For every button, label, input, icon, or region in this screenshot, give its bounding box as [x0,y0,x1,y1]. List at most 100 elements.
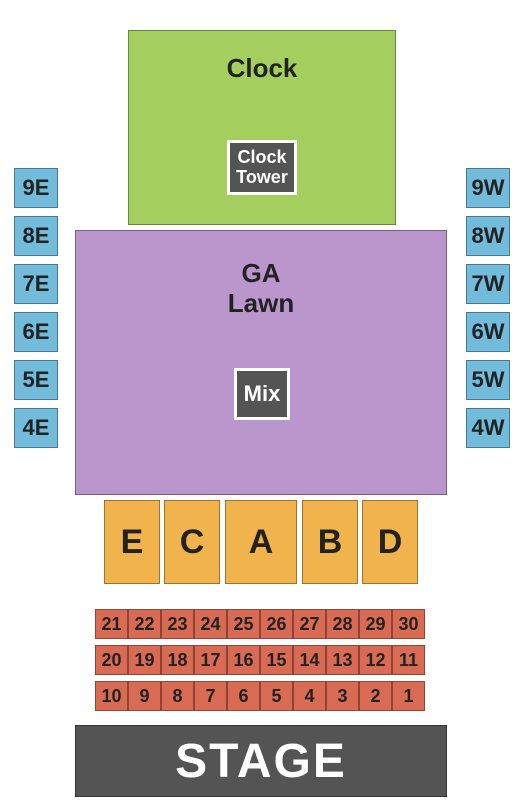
side-box-7w-label: 7W [472,271,505,297]
seat-18-label: 18 [167,650,187,671]
side-box-5w[interactable]: 5W [466,360,510,400]
side-box-5e-label: 5E [23,367,50,393]
seat-28[interactable]: 28 [326,609,359,639]
ga-lawn-label: GALawn [228,259,294,319]
seat-13-label: 13 [332,650,352,671]
seat-9-label: 9 [139,686,149,707]
seating-chart: ClockClockTowerGALawnMix9E8E7E6E5E4E9W8W… [0,0,525,810]
side-box-9w-label: 9W [472,175,505,201]
section-a[interactable]: A [225,500,297,584]
seat-27-label: 27 [299,614,319,635]
side-box-6w-label: 6W [472,319,505,345]
section-a-label: A [249,523,274,562]
side-box-9w[interactable]: 9W [466,168,510,208]
seat-19[interactable]: 19 [128,645,161,675]
side-box-6e-label: 6E [23,319,50,345]
side-box-5w-label: 5W [472,367,505,393]
seat-16[interactable]: 16 [227,645,260,675]
seat-10[interactable]: 10 [95,681,128,711]
seat-14[interactable]: 14 [293,645,326,675]
mix-booth[interactable]: Mix [234,368,290,420]
side-box-6e[interactable]: 6E [14,312,58,352]
seat-4[interactable]: 4 [293,681,326,711]
seat-17-label: 17 [200,650,220,671]
seat-20-label: 20 [101,650,121,671]
seat-20[interactable]: 20 [95,645,128,675]
seat-12[interactable]: 12 [359,645,392,675]
seat-3[interactable]: 3 [326,681,359,711]
seat-5-label: 5 [271,686,281,707]
side-box-4e-label: 4E [23,415,50,441]
seat-9[interactable]: 9 [128,681,161,711]
side-box-5e[interactable]: 5E [14,360,58,400]
seat-1[interactable]: 1 [392,681,425,711]
seat-27[interactable]: 27 [293,609,326,639]
side-box-4w[interactable]: 4W [466,408,510,448]
seat-11[interactable]: 11 [392,645,425,675]
seat-6[interactable]: 6 [227,681,260,711]
side-box-9e[interactable]: 9E [14,168,58,208]
seat-24-label: 24 [200,614,220,635]
section-e[interactable]: E [104,500,160,584]
section-e-label: E [121,523,144,562]
seat-16-label: 16 [233,650,253,671]
section-c[interactable]: C [164,500,220,584]
seat-25[interactable]: 25 [227,609,260,639]
seat-26[interactable]: 26 [260,609,293,639]
section-d-label: D [378,523,403,562]
section-d[interactable]: D [362,500,418,584]
seat-22[interactable]: 22 [128,609,161,639]
seat-21-label: 21 [101,614,121,635]
side-box-8w-label: 8W [472,223,505,249]
seat-17[interactable]: 17 [194,645,227,675]
seat-14-label: 14 [299,650,319,671]
side-box-6w[interactable]: 6W [466,312,510,352]
seat-23[interactable]: 23 [161,609,194,639]
seat-30[interactable]: 30 [392,609,425,639]
seat-15[interactable]: 15 [260,645,293,675]
seat-8-label: 8 [172,686,182,707]
side-box-4e[interactable]: 4E [14,408,58,448]
seat-12-label: 12 [365,650,385,671]
section-b[interactable]: B [302,500,358,584]
seat-5[interactable]: 5 [260,681,293,711]
seat-6-label: 6 [238,686,248,707]
clock-tower[interactable]: ClockTower [227,140,297,195]
side-box-7w[interactable]: 7W [466,264,510,304]
seat-8[interactable]: 8 [161,681,194,711]
clock-section-label: Clock [227,53,298,84]
seat-13[interactable]: 13 [326,645,359,675]
side-box-8e[interactable]: 8E [14,216,58,256]
seat-10-label: 10 [101,686,121,707]
stage-label: STAGE [175,734,347,789]
seat-21[interactable]: 21 [95,609,128,639]
side-box-7e-label: 7E [23,271,50,297]
ga-lawn[interactable]: GALawn [75,230,447,495]
seat-23-label: 23 [167,614,187,635]
seat-25-label: 25 [233,614,253,635]
seat-1-label: 1 [403,686,413,707]
side-box-9e-label: 9E [23,175,50,201]
side-box-4w-label: 4W [472,415,505,441]
seat-19-label: 19 [134,650,154,671]
seat-2-label: 2 [370,686,380,707]
seat-18[interactable]: 18 [161,645,194,675]
clock-tower-label: ClockTower [236,148,288,188]
section-c-label: C [180,523,205,562]
seat-7-label: 7 [205,686,215,707]
seat-24[interactable]: 24 [194,609,227,639]
side-box-8e-label: 8E [23,223,50,249]
seat-7[interactable]: 7 [194,681,227,711]
seat-15-label: 15 [266,650,286,671]
clock-section[interactable]: Clock [128,30,396,225]
side-box-7e[interactable]: 7E [14,264,58,304]
seat-4-label: 4 [304,686,314,707]
seat-29[interactable]: 29 [359,609,392,639]
seat-11-label: 11 [399,650,418,671]
seat-22-label: 22 [134,614,154,635]
seat-30-label: 30 [398,614,418,635]
side-box-8w[interactable]: 8W [466,216,510,256]
seat-29-label: 29 [365,614,385,635]
seat-2[interactable]: 2 [359,681,392,711]
mix-booth-label: Mix [244,381,281,407]
